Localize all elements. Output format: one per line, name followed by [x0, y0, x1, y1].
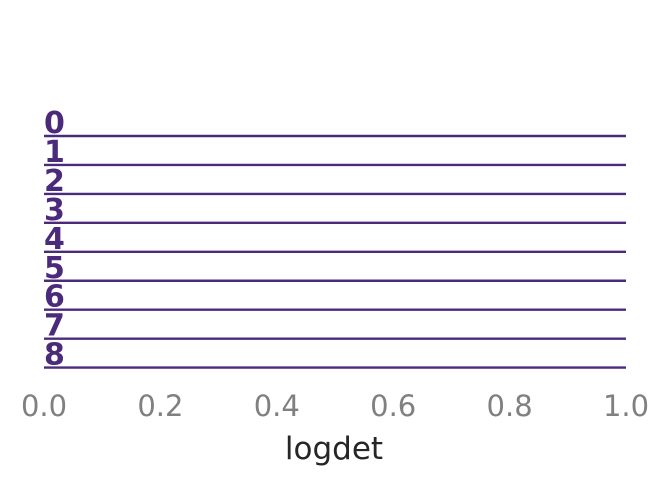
x-tick-label: 1.0 [603, 389, 649, 423]
row-label-3: 3 [44, 193, 65, 228]
x-tick-label: 0.0 [21, 389, 67, 423]
x-axis-label: logdet [285, 431, 383, 467]
row-label-0: 0 [44, 106, 65, 141]
row-label-7: 7 [44, 309, 65, 344]
row-label-8: 8 [44, 338, 65, 373]
row-label-6: 6 [44, 280, 65, 315]
row-label-1: 1 [44, 135, 65, 170]
x-tick-label: 0.8 [487, 389, 533, 423]
x-tick-label: 0.6 [370, 389, 416, 423]
row-label-5: 5 [44, 251, 65, 286]
x-tick-label: 0.2 [137, 389, 183, 423]
row-label-2: 2 [44, 164, 65, 199]
x-axis-ticks: 0.0 0.2 0.4 0.6 0.8 1.0 [21, 389, 649, 423]
row-label-4: 4 [44, 222, 65, 257]
x-tick-label: 0.4 [254, 389, 300, 423]
